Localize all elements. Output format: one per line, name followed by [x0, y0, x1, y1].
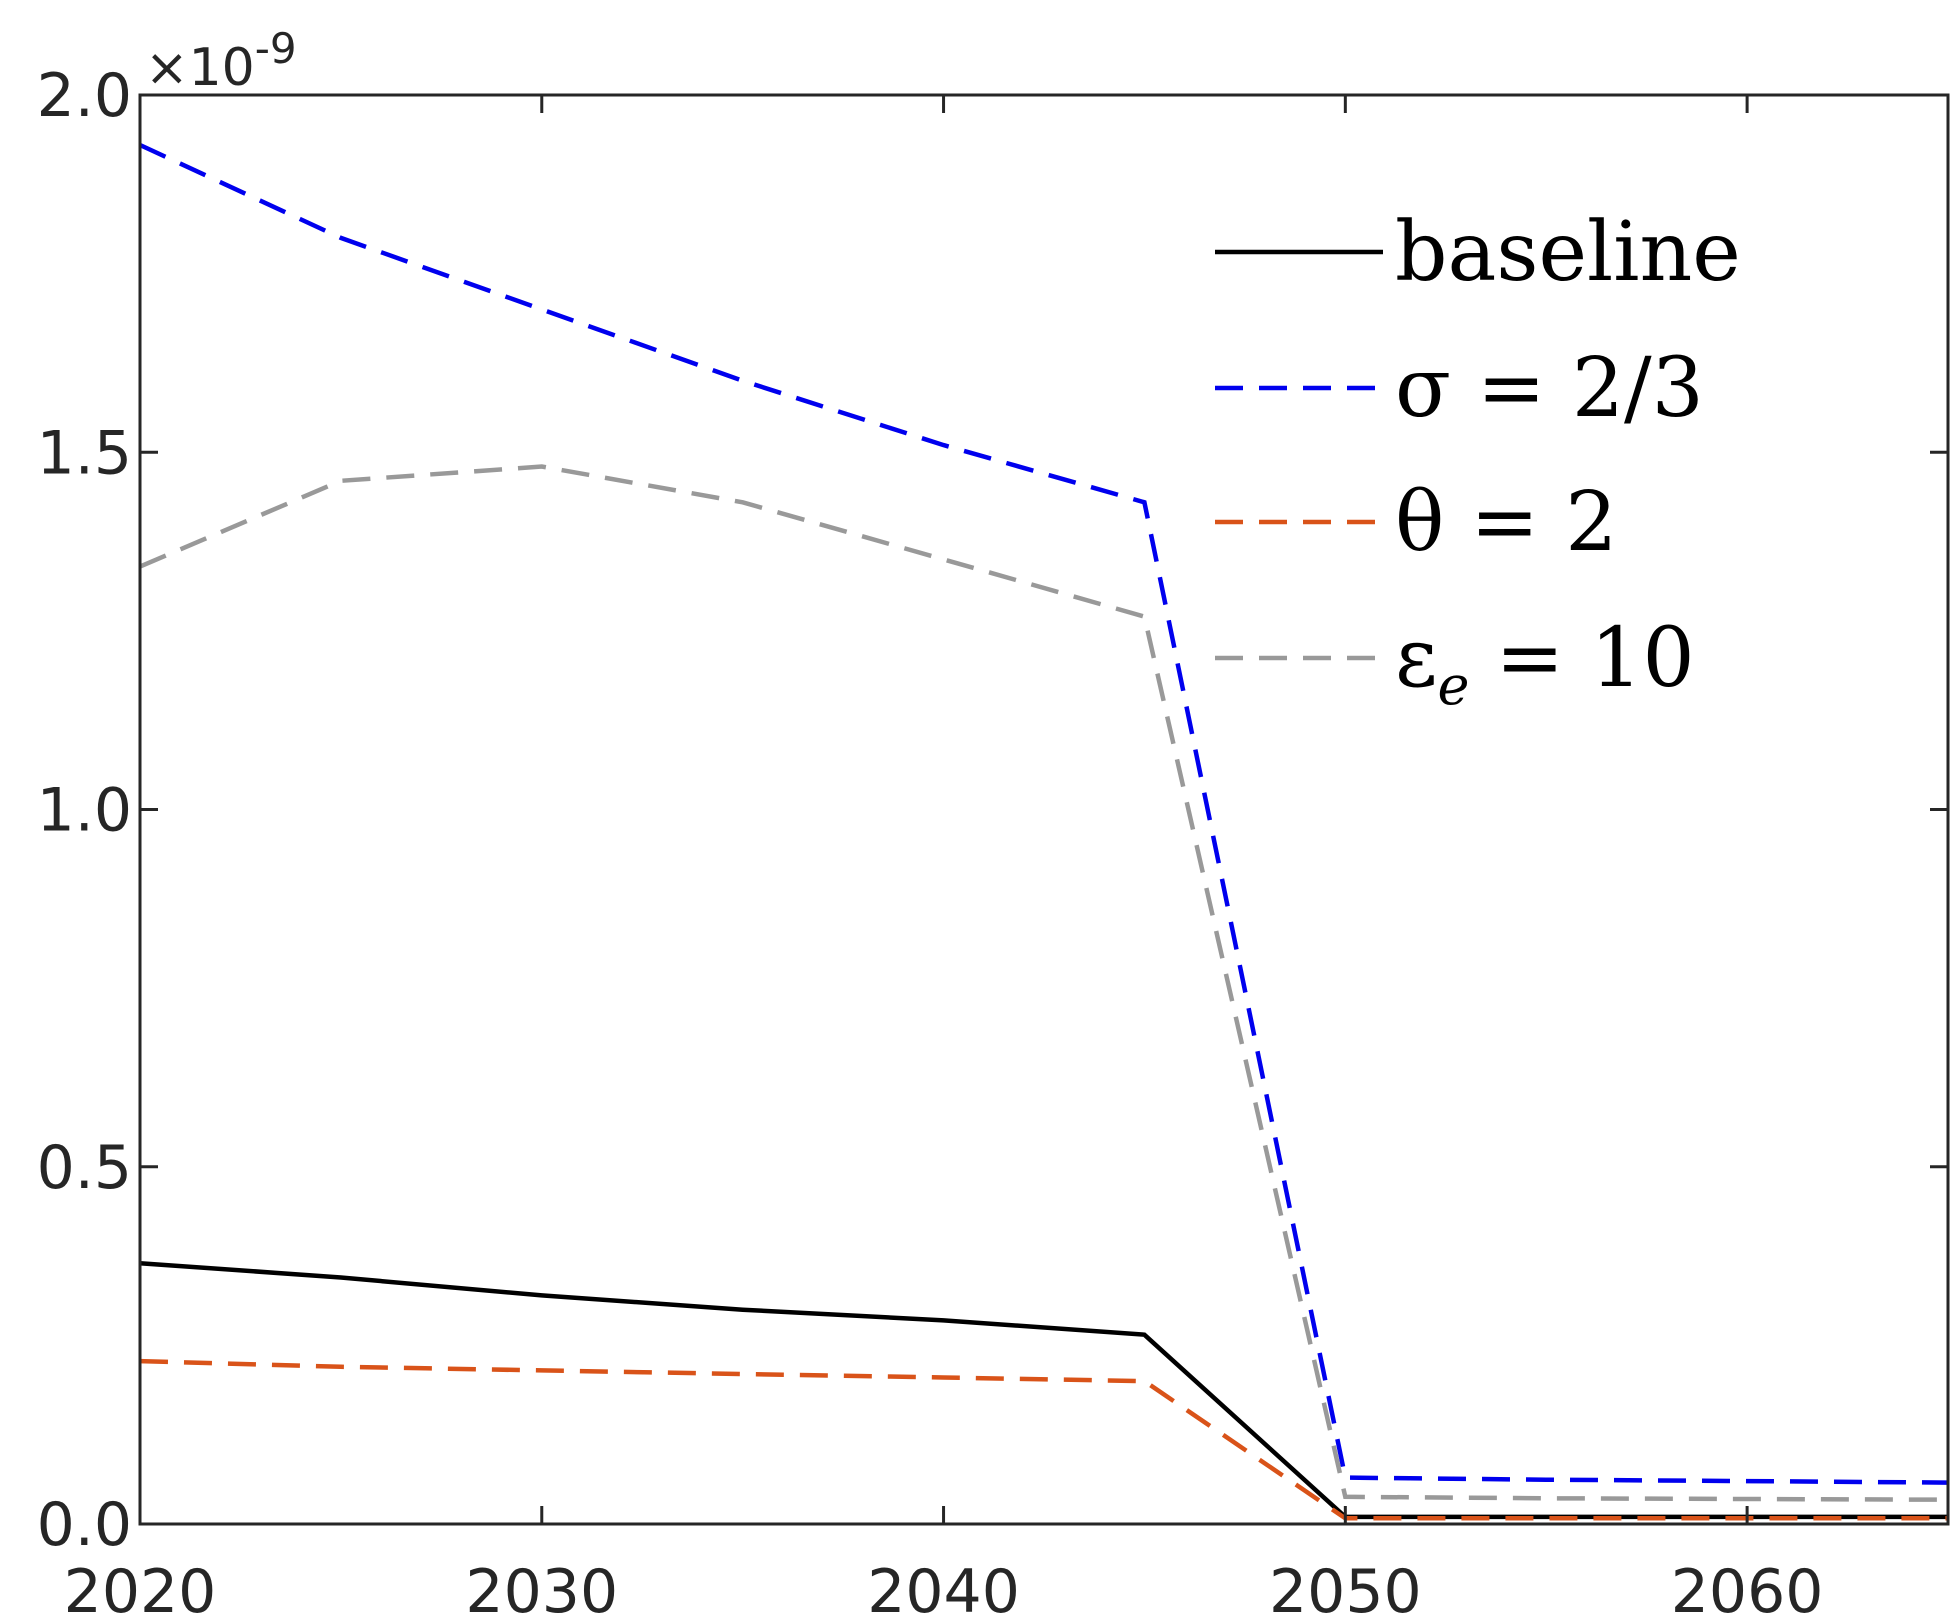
legend-label: εe = 10 [1395, 611, 1695, 717]
legend-label-main: θ = 2 [1395, 475, 1617, 570]
legend-label-main: σ = 2/3 [1395, 341, 1704, 436]
x-tick-label: 2040 [867, 1557, 1020, 1622]
legend-label: θ = 2 [1395, 475, 1617, 570]
series-line [139, 464, 1949, 1502]
ticks-layer [138, 93, 1948, 1526]
y-exponent-base: ×10 [145, 38, 255, 98]
y-tick-label: 2.0 [37, 61, 132, 131]
legend: baseline σ = 2/3 θ = 2 εe = 10 [1215, 205, 1741, 717]
y-tick-label: 0.5 [37, 1133, 132, 1203]
y-exponent-power: -9 [255, 24, 297, 73]
legend-label: baseline [1395, 205, 1741, 300]
x-tick-label: 2030 [465, 1557, 618, 1622]
series-line [139, 1358, 1948, 1521]
legend-label-rest: = 10 [1469, 611, 1694, 706]
legend-label-main: baseline [1395, 205, 1741, 300]
x-tick-label: 2060 [1671, 1557, 1824, 1622]
series-layer [139, 142, 1949, 1521]
x-tick-label: 2020 [64, 1557, 217, 1622]
series-line [139, 142, 1949, 1485]
legend-label-main: ε [1395, 611, 1437, 706]
x-tick-label: 2050 [1269, 1557, 1422, 1622]
y-tick-label: 0.0 [37, 1490, 132, 1560]
y-exponent-label: ×10-9 [145, 24, 297, 98]
y-tick-label: 1.5 [37, 418, 132, 488]
y-tick-label: 1.0 [37, 776, 132, 846]
tick-labels-layer: 2020 2030 2040 2050 2060 0.0 0.5 1.0 1.5 2.0 [37, 61, 1824, 1622]
legend-label-subscript: e [1437, 654, 1469, 717]
legend-label: σ = 2/3 [1395, 341, 1704, 436]
